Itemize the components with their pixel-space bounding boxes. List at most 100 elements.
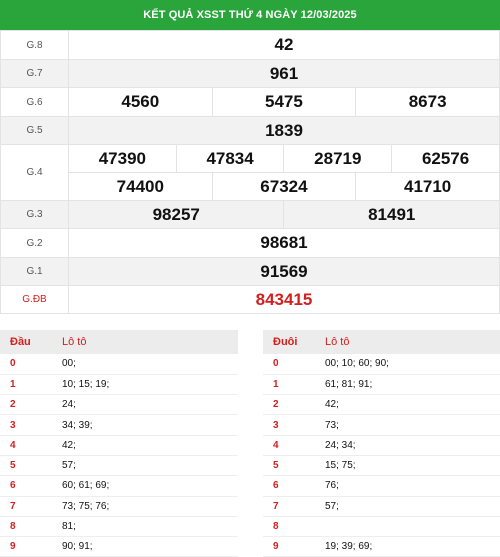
- loto-header: Lô tô: [52, 330, 238, 354]
- loto-values: 00;: [52, 354, 238, 375]
- table-row: 4 24; 34;: [263, 435, 500, 456]
- prize-label: G.6: [0, 87, 69, 117]
- table-header-row: Đuôi Lô tô: [263, 330, 500, 354]
- prize-number: 81491: [283, 200, 500, 229]
- table-row: 3 73;: [263, 414, 500, 436]
- prize-row-g4: G.4 47390 47834 28719 62576: [0, 144, 500, 201]
- head-digit: 9: [0, 536, 52, 557]
- loto-values: 42;: [52, 435, 238, 456]
- table-row: 2 42;: [263, 394, 500, 416]
- tail-digit: 0: [263, 354, 315, 375]
- loto-values: 81;: [52, 516, 238, 538]
- loto-values: 42;: [315, 394, 500, 416]
- tail-digit: 1: [263, 374, 315, 396]
- loto-values: 19; 39; 69;: [315, 536, 500, 557]
- tail-digit: 2: [263, 394, 315, 416]
- prize-table: G.8 42 G.7 961 G.6 4560 5475 8673 G.5 18…: [0, 30, 500, 314]
- prize-row-g7: G.7 961: [0, 59, 500, 88]
- prize-number: 5475: [211, 87, 357, 117]
- table-row: 0 00; 10; 60; 90;: [263, 354, 500, 375]
- prize-row-special: G.ĐB 843415: [0, 285, 500, 314]
- head-digit: 7: [0, 496, 52, 517]
- loto-values: 73;: [315, 414, 500, 436]
- prize-label: G.4: [0, 144, 69, 201]
- prize-number: 98257: [67, 200, 285, 229]
- prize-row-g5: G.5 1839: [0, 116, 500, 145]
- prize-row-g3: G.3 98257 81491: [0, 200, 500, 229]
- head-digit: 1: [0, 374, 52, 396]
- dau-loto-table: Đầu Lô tô 0 00; 1 10; 15; 19; 2 24; 3 34; 39…: [0, 330, 238, 557]
- prize-row-g6: G.6 4560 5475 8673: [0, 87, 500, 117]
- prize-label-special: G.ĐB: [0, 285, 69, 314]
- loto-values: 24;: [52, 394, 238, 416]
- prize-number: 1839: [68, 116, 500, 145]
- table-row: 6 60; 61; 69;: [0, 475, 238, 497]
- head-digit: 5: [0, 455, 52, 477]
- tail-digit: 4: [263, 435, 315, 456]
- prize-label: G.2: [0, 228, 69, 258]
- prize-number: 8673: [355, 87, 500, 117]
- duoi-loto-table: Đuôi Lô tô 0 00; 10; 60; 90; 1 61; 81; 91;…: [263, 330, 500, 557]
- loto-values: 24; 34;: [315, 435, 500, 456]
- head-digit: 2: [0, 394, 52, 416]
- head-digit: 8: [0, 516, 52, 538]
- prize-label: G.5: [0, 116, 69, 145]
- tail-digit: 9: [263, 536, 315, 557]
- tail-digit: 3: [263, 414, 315, 436]
- prize-number: 42: [68, 30, 500, 60]
- head-digit: 6: [0, 475, 52, 497]
- loto-values: 34; 39;: [52, 414, 238, 436]
- prize-number: 41710: [355, 172, 500, 201]
- tail-digit: 7: [263, 496, 315, 517]
- table-row: 7 57;: [263, 496, 500, 517]
- tail-digit: 6: [263, 475, 315, 497]
- prize-row-g4-b: 74400 67324 41710: [1, 172, 500, 201]
- loto-values: 57;: [315, 496, 500, 517]
- loto-values: 61; 81; 91;: [315, 374, 500, 396]
- prize-number: 47834: [175, 144, 285, 173]
- loto-values: 15; 75;: [315, 455, 500, 477]
- loto-values: 57;: [52, 455, 238, 477]
- table-row: 9 19; 39; 69;: [263, 536, 500, 557]
- prize-number: 91569: [68, 257, 500, 286]
- head-digit: 4: [0, 435, 52, 456]
- table-header-row: Đầu Lô tô: [0, 330, 238, 354]
- table-row: 5 57;: [0, 455, 238, 477]
- head-digit: 3: [0, 414, 52, 436]
- prize-label: G.8: [0, 30, 69, 60]
- table-row: 8: [263, 516, 500, 538]
- prize-row-g8: G.8 42: [0, 30, 500, 60]
- table-row: 1 10; 15; 19;: [0, 374, 238, 396]
- dau-header: Đầu: [0, 330, 52, 354]
- loto-header: Lô tô: [315, 330, 500, 354]
- prize-number: 961: [68, 59, 500, 88]
- loto-values: 10; 15; 19;: [52, 374, 238, 396]
- loto-values: 73; 75; 76;: [52, 496, 238, 517]
- prize-label: G.7: [0, 59, 69, 88]
- prize-label: G.3: [0, 200, 69, 229]
- head-digit: 0: [0, 354, 52, 375]
- table-row: 6 76;: [263, 475, 500, 497]
- prize-number: 47390: [68, 144, 177, 173]
- prize-number: 62576: [391, 144, 500, 173]
- table-row: 9 90; 91;: [0, 536, 238, 557]
- table-row: 3 34; 39;: [0, 414, 238, 436]
- prize-number: 28719: [283, 144, 393, 173]
- prize-label: G.1: [0, 257, 69, 286]
- prize-number: 74400: [68, 172, 213, 201]
- loto-values: 60; 61; 69;: [52, 475, 238, 497]
- table-row: 7 73; 75; 76;: [0, 496, 238, 517]
- loto-values: 00; 10; 60; 90;: [315, 354, 500, 375]
- prize-number: 67324: [211, 172, 357, 201]
- tail-digit: 8: [263, 516, 315, 538]
- special-prize-number: 843415: [68, 285, 500, 314]
- prize-number: 4560: [68, 87, 213, 117]
- loto-values: [315, 516, 500, 538]
- table-row: 1 61; 81; 91;: [263, 374, 500, 396]
- results-header: KẾT QUẢ XSST THỨ 4 NGÀY 12/03/2025: [0, 0, 500, 30]
- prize-row-g2: G.2 98681: [0, 228, 500, 258]
- prize-row-g1: G.1 91569: [0, 257, 500, 286]
- table-row: 8 81;: [0, 516, 238, 538]
- table-row: 0 00;: [0, 354, 238, 375]
- loto-values: 90; 91;: [52, 536, 238, 557]
